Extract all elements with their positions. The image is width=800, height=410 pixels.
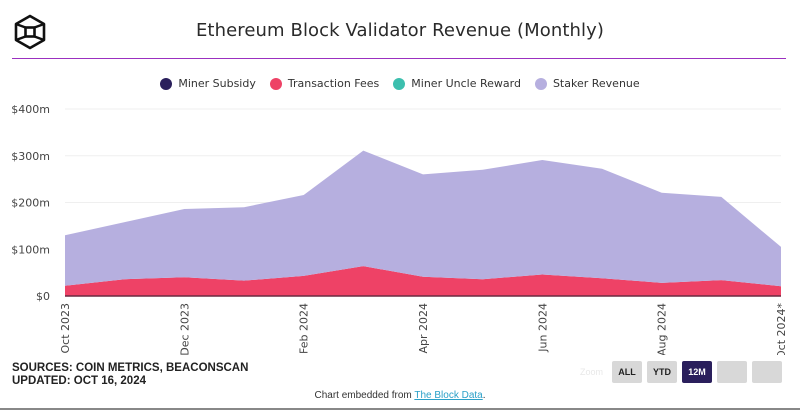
zoom-all-button[interactable]: ALL <box>612 361 642 383</box>
x-tick-label: Jun 2024 <box>536 303 549 353</box>
zoom-label: Zoom <box>579 367 603 377</box>
area-chart[interactable]: $0 $100m $200m $300m $400m Oct 2023 Dec 2023 F… <box>0 95 800 355</box>
the-block-logo-icon <box>14 14 46 50</box>
y-tick-label: $400m <box>11 103 50 116</box>
legend-label: Transaction Fees <box>287 77 380 90</box>
legend-item-miner-subsidy[interactable]: Miner Subsidy <box>160 77 256 90</box>
legend-label: Staker Revenue <box>552 77 640 90</box>
y-tick-label: $100m <box>11 243 50 256</box>
y-tick-label: $0 <box>36 290 50 303</box>
legend-dot-icon <box>269 77 282 90</box>
legend-label: Miner Uncle Reward <box>411 77 521 90</box>
sources-block: SOURCES: COIN METRICS, BEACONSCAN UPDATE… <box>12 362 248 388</box>
x-tick-label: Apr 2024 <box>417 303 430 354</box>
zoom-extra-button[interactable] <box>717 361 747 383</box>
zoom-controls: Zoom ALL YTD 12M <box>580 361 782 383</box>
x-tick-label: Aug 2024 <box>656 303 669 355</box>
bottom-border <box>0 408 800 410</box>
legend-dot-icon <box>393 77 406 90</box>
legend-dot-icon <box>534 77 547 90</box>
x-tick-label: Dec 2023 <box>178 303 191 355</box>
y-tick-label: $200m <box>11 197 50 210</box>
zoom-extra-button[interactable] <box>752 361 782 383</box>
header-divider <box>12 58 786 59</box>
the-block-data-link[interactable]: The Block Data <box>414 390 483 401</box>
legend-item-transaction-fees[interactable]: Transaction Fees <box>269 77 380 90</box>
zoom-12m-button[interactable]: 12M <box>682 361 712 383</box>
embed-suffix: . <box>482 390 486 401</box>
embed-note: Chart embedded from The Block Data. <box>0 390 800 401</box>
y-tick-label: $300m <box>11 150 50 163</box>
zoom-ytd-button[interactable]: YTD <box>647 361 677 383</box>
updated-text: UPDATED: OCT 16, 2024 <box>12 375 146 387</box>
x-tick-label: Oct 2023 <box>59 303 72 354</box>
legend-dot-icon <box>160 77 173 90</box>
x-tick-label: Oct 2024* <box>775 303 788 355</box>
sources-text: SOURCES: COIN METRICS, BEACONSCAN <box>12 362 249 374</box>
area-staker-revenue[interactable] <box>65 150 781 287</box>
chart-title: Ethereum Block Validator Revenue (Monthl… <box>195 20 605 41</box>
embed-prefix: Chart embedded from <box>314 390 415 401</box>
area-transaction-fees[interactable] <box>65 266 781 296</box>
x-tick-label: Feb 2024 <box>298 303 311 354</box>
legend-item-staker-revenue[interactable]: Staker Revenue <box>534 77 640 90</box>
legend-item-miner-uncle-reward[interactable]: Miner Uncle Reward <box>393 77 521 90</box>
legend: Miner Subsidy Transaction Fees Miner Unc… <box>0 77 800 90</box>
legend-label: Miner Subsidy <box>178 77 256 90</box>
